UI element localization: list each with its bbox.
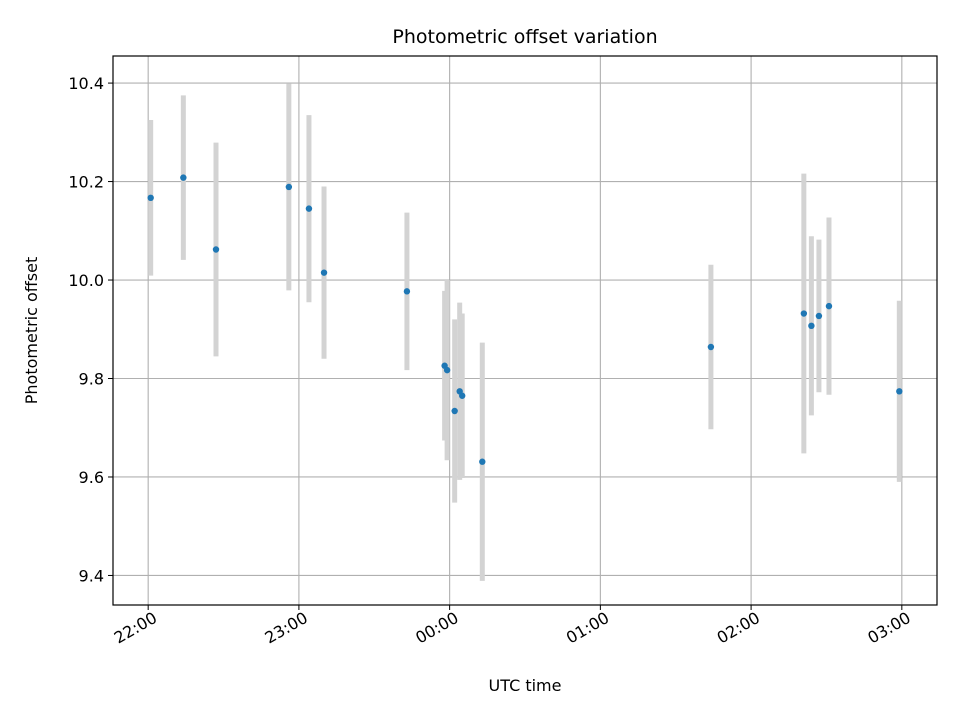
y-tick-label: 10.0 [68, 271, 104, 290]
data-point [815, 312, 823, 320]
y-tick-label: 9.4 [79, 566, 104, 585]
data-point [451, 407, 458, 415]
y-axis-label: Photometric offset [22, 257, 41, 405]
data-point [800, 310, 808, 317]
plot-area-frame [112, 55, 938, 606]
y-tick-label: 9.8 [79, 370, 104, 389]
data-point [305, 205, 313, 212]
data-point [285, 183, 293, 191]
y-tick-label: 9.6 [79, 468, 104, 487]
data-point [147, 194, 154, 202]
data-point [479, 458, 486, 465]
chart-title: Photometric offset variation [392, 26, 657, 48]
data-point [403, 288, 411, 295]
data-point [458, 392, 466, 399]
data-point [825, 302, 833, 310]
data-point [212, 246, 220, 253]
x-axis-label: UTC time [489, 676, 562, 695]
data-point [180, 174, 187, 181]
data-point [320, 269, 328, 276]
data-point [707, 343, 715, 351]
y-tick-label: 10.4 [68, 74, 104, 93]
y-tick-label: 10.2 [68, 173, 104, 192]
data-points [147, 174, 903, 465]
data-point [443, 366, 451, 374]
data-point [896, 388, 903, 395]
data-point [808, 322, 815, 330]
grid [113, 56, 937, 605]
